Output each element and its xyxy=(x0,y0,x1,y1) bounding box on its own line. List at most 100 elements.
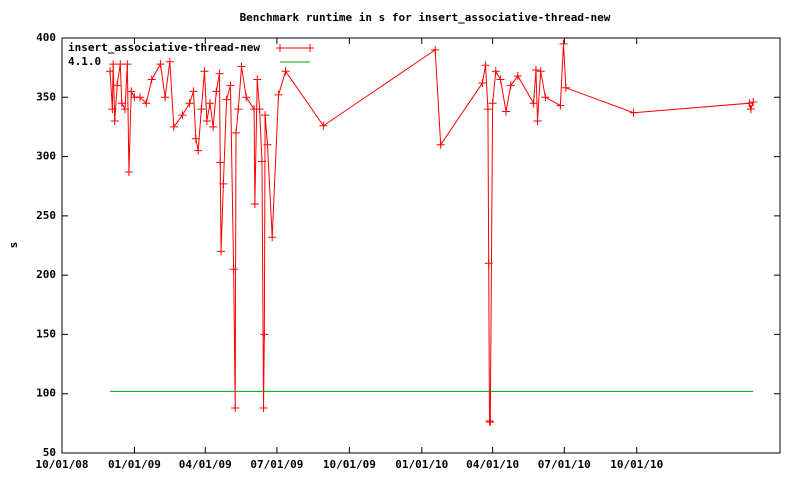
point-marker xyxy=(217,247,226,256)
point-marker xyxy=(120,105,129,114)
point-marker xyxy=(127,87,136,96)
point-marker xyxy=(234,105,243,114)
point-marker xyxy=(231,128,240,137)
point-marker xyxy=(108,105,117,114)
point-marker xyxy=(124,167,133,176)
point-marker xyxy=(746,105,755,114)
y-tick-label: 300 xyxy=(36,150,56,163)
point-marker xyxy=(106,67,115,76)
point-marker xyxy=(541,93,550,102)
legend-marker xyxy=(276,44,314,52)
point-marker xyxy=(226,81,235,90)
point-marker xyxy=(484,259,493,268)
point-marker xyxy=(436,140,445,149)
point-marker xyxy=(260,330,269,339)
point-marker xyxy=(255,105,264,114)
y-axis-label: s xyxy=(7,242,20,249)
point-marker xyxy=(319,121,328,130)
point-marker xyxy=(185,99,194,108)
x-tick-label: 04/01/10 xyxy=(466,458,519,471)
x-tick-label: 07/01/09 xyxy=(250,458,303,471)
point-marker xyxy=(142,99,151,108)
point-marker xyxy=(263,140,272,149)
point-marker xyxy=(488,99,497,108)
point-marker xyxy=(116,60,125,69)
point-marker xyxy=(237,62,246,71)
series-line xyxy=(109,43,754,424)
point-marker xyxy=(250,200,259,208)
point-marker xyxy=(531,66,540,75)
point-marker xyxy=(502,107,511,116)
point-marker xyxy=(169,122,178,131)
point-marker xyxy=(483,105,492,114)
point-marker xyxy=(189,87,198,96)
point-marker xyxy=(222,95,231,104)
point-marker xyxy=(156,60,165,69)
legend-label: insert_associative-thread-new xyxy=(68,41,260,54)
point-marker xyxy=(629,108,638,117)
y-tick-label: 250 xyxy=(36,209,56,222)
x-tick-label: 01/01/10 xyxy=(395,458,448,471)
point-marker xyxy=(113,81,122,90)
point-marker xyxy=(109,60,118,69)
point-marker xyxy=(110,117,119,125)
point-marker xyxy=(191,134,200,143)
point-marker xyxy=(496,75,505,84)
point-marker xyxy=(506,81,515,90)
x-tick-label: 04/01/09 xyxy=(179,458,232,471)
point-marker xyxy=(206,99,215,108)
chart-title: Benchmark runtime in s for insert_associ… xyxy=(240,11,611,24)
point-marker xyxy=(559,39,568,48)
point-marker xyxy=(533,117,542,125)
point-marker xyxy=(556,101,565,110)
point-marker xyxy=(536,67,545,76)
point-marker xyxy=(161,93,170,102)
point-marker xyxy=(178,111,187,120)
legend-label: 4.1.0 xyxy=(68,55,101,68)
y-tick-label: 100 xyxy=(36,387,56,400)
point-marker xyxy=(481,61,490,70)
point-marker xyxy=(123,60,132,69)
plot-frame xyxy=(61,37,781,454)
point-marker xyxy=(561,83,570,92)
point-marker xyxy=(478,79,487,88)
point-marker xyxy=(268,233,277,242)
point-marker xyxy=(165,57,174,66)
point-marker xyxy=(212,87,221,96)
point-marker xyxy=(529,99,538,108)
x-tick-label: 01/01/09 xyxy=(108,458,161,471)
point-marker xyxy=(485,416,494,425)
x-tick-label: 10/01/10 xyxy=(610,458,663,471)
point-marker xyxy=(117,99,126,108)
y-tick-label: 150 xyxy=(36,327,56,340)
point-marker xyxy=(242,93,251,102)
x-tick-label: 10/01/08 xyxy=(36,458,89,471)
point-marker xyxy=(209,122,218,131)
point-marker xyxy=(216,158,225,167)
point-marker xyxy=(513,71,522,80)
y-tick-label: 350 xyxy=(36,90,56,103)
point-marker xyxy=(219,179,228,188)
point-marker xyxy=(215,69,224,78)
point-marker xyxy=(431,45,440,54)
point-marker xyxy=(253,75,262,84)
point-marker xyxy=(745,99,754,108)
point-marker xyxy=(261,111,270,120)
point-marker xyxy=(281,67,290,76)
point-marker xyxy=(202,117,211,125)
point-marker xyxy=(491,67,500,76)
y-tick-label: 200 xyxy=(36,268,56,281)
point-marker xyxy=(135,93,144,102)
x-tick-label: 10/01/09 xyxy=(323,458,376,471)
point-marker xyxy=(259,403,268,412)
point-marker xyxy=(200,67,209,76)
y-tick-label: 50 xyxy=(43,446,56,459)
point-marker xyxy=(229,265,238,274)
point-marker xyxy=(231,403,240,412)
point-marker xyxy=(147,75,156,84)
y-tick-label: 400 xyxy=(36,31,56,44)
x-tick-label: 07/01/10 xyxy=(538,458,591,471)
point-marker xyxy=(749,98,758,107)
point-marker xyxy=(197,105,206,114)
